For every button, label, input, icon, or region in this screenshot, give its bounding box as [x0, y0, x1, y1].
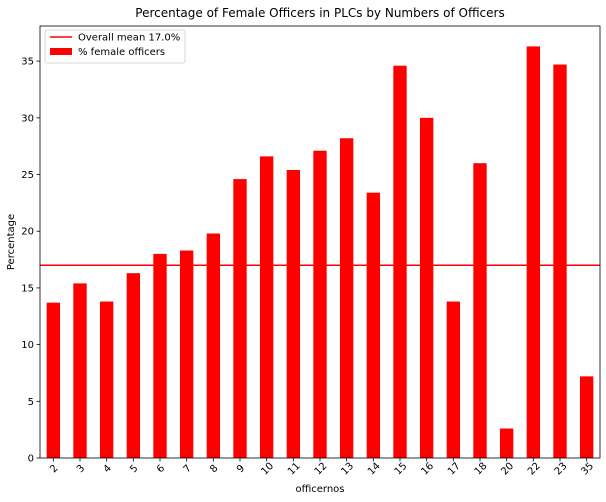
bar — [73, 283, 87, 458]
legend-box — [44, 29, 186, 64]
x-tick-label: 22 — [526, 461, 543, 478]
x-tick-label: 12 — [313, 461, 330, 478]
y-tick-label: 25 — [21, 170, 34, 181]
bar — [393, 65, 407, 459]
bar — [420, 117, 434, 458]
x-tick-label: 23 — [553, 461, 570, 478]
bar — [153, 253, 167, 458]
chart-title: Percentage of Female Officers in PLCs by… — [135, 6, 504, 20]
y-tick-label: 0 — [28, 454, 34, 465]
x-tick-label: 11 — [286, 461, 303, 478]
bar — [46, 302, 60, 458]
x-tick-label: 5 — [128, 463, 140, 475]
x-tick-label: 3 — [75, 463, 87, 475]
bar — [260, 156, 274, 458]
x-tick-label: 35 — [579, 461, 596, 478]
bar — [473, 163, 487, 459]
x-tick-label: 10 — [259, 461, 276, 478]
y-tick-label: 35 — [21, 57, 34, 68]
y-tick-label: 30 — [21, 113, 34, 124]
y-axis: 0 5 10 15 20 25 30 35 — [21, 57, 40, 465]
x-tick-label: 18 — [473, 461, 490, 478]
x-axis-label: officernos — [295, 484, 344, 495]
bar — [340, 138, 354, 459]
x-tick-label: 6 — [155, 463, 167, 475]
bar — [366, 192, 380, 458]
bar — [580, 376, 594, 458]
x-tick-label: 9 — [235, 463, 247, 475]
legend: Overall mean 17.0% % female officers — [44, 29, 186, 64]
bar — [126, 273, 140, 458]
bar — [526, 46, 540, 458]
y-tick-label: 20 — [21, 227, 34, 238]
x-tick-label: 16 — [419, 461, 436, 478]
bar — [500, 428, 514, 458]
legend-bar-label: % female officers — [78, 47, 165, 58]
bar — [100, 301, 114, 458]
x-tick-label: 4 — [102, 463, 114, 475]
x-tick-label: 15 — [393, 461, 410, 478]
x-tick-label: 17 — [446, 461, 463, 478]
x-tick-label: 13 — [339, 461, 356, 478]
y-axis-label: Percentage — [6, 214, 17, 270]
bar — [233, 179, 247, 458]
bar — [553, 64, 567, 458]
x-tick-label: 20 — [499, 461, 516, 478]
x-tick-label: 2 — [48, 463, 60, 475]
plot-frame — [39, 25, 601, 459]
legend-bar-swatch — [50, 48, 72, 55]
bar — [180, 250, 194, 458]
bars-group — [46, 46, 594, 459]
y-tick-label: 10 — [21, 340, 34, 351]
x-axis: 2 3 4 5 6 7 8 9 10 11 12 13 14 15 16 17 18 20 22 23 35 — [48, 458, 596, 477]
bar — [313, 150, 327, 458]
bar — [286, 170, 300, 458]
x-tick-label: 8 — [208, 463, 220, 475]
bar — [446, 301, 460, 458]
legend-mean-line-label: Overall mean 17.0% — [78, 33, 180, 44]
x-tick-label: 7 — [182, 463, 194, 475]
y-tick-label: 5 — [28, 397, 34, 408]
bar — [206, 233, 220, 458]
x-tick-label: 14 — [366, 461, 383, 478]
y-tick-label: 15 — [21, 283, 34, 294]
